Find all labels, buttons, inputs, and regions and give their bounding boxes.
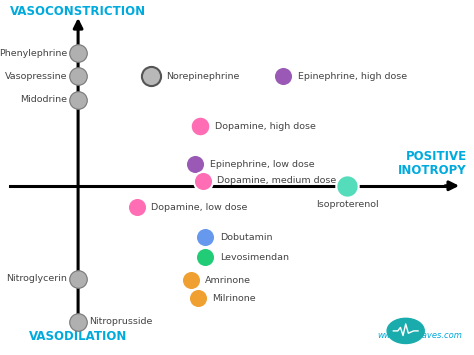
Point (197, 123, 204, 129)
Point (191, 162, 199, 167)
Point (343, 183, 351, 189)
Text: Vasopressine: Vasopressine (5, 72, 67, 81)
Text: www.ecgwaves.com: www.ecgwaves.com (377, 331, 462, 340)
Text: Dopamine, high dose: Dopamine, high dose (215, 122, 316, 131)
Text: Midodrine: Midodrine (20, 95, 67, 104)
Text: Norepinephrine: Norepinephrine (166, 72, 239, 81)
Point (280, 73, 287, 79)
Text: Phenylephrine: Phenylephrine (0, 49, 67, 58)
Text: Levosimendan: Levosimendan (220, 252, 289, 262)
Point (74, 73, 82, 79)
Point (201, 234, 209, 240)
Text: VASOCONSTRICTION: VASOCONSTRICTION (10, 5, 146, 18)
Point (194, 296, 201, 301)
Point (74, 50, 82, 56)
Circle shape (387, 318, 424, 344)
Text: POSITIVE
INOTROPY: POSITIVE INOTROPY (398, 149, 467, 178)
Text: Nitroprusside: Nitroprusside (89, 317, 152, 326)
Point (201, 254, 209, 260)
Text: Milrinone: Milrinone (212, 294, 256, 303)
Text: VASODILATION: VASODILATION (29, 330, 128, 343)
Text: Dopamine, medium dose: Dopamine, medium dose (218, 176, 337, 185)
Point (187, 277, 194, 283)
Text: Isoproterenol: Isoproterenol (316, 200, 378, 209)
Point (74, 319, 82, 324)
Point (147, 73, 155, 79)
Point (199, 178, 207, 184)
Text: Dobutamin: Dobutamin (220, 233, 273, 242)
Text: Amrinone: Amrinone (205, 276, 251, 285)
Text: Epinephrine, low dose: Epinephrine, low dose (210, 160, 315, 169)
Text: Dopamine, low dose: Dopamine, low dose (151, 203, 248, 212)
Text: Nitroglycerin: Nitroglycerin (7, 274, 67, 283)
Text: Epinephrine, high dose: Epinephrine, high dose (298, 72, 407, 81)
Point (74, 276, 82, 282)
Point (133, 204, 141, 210)
Point (74, 97, 82, 103)
